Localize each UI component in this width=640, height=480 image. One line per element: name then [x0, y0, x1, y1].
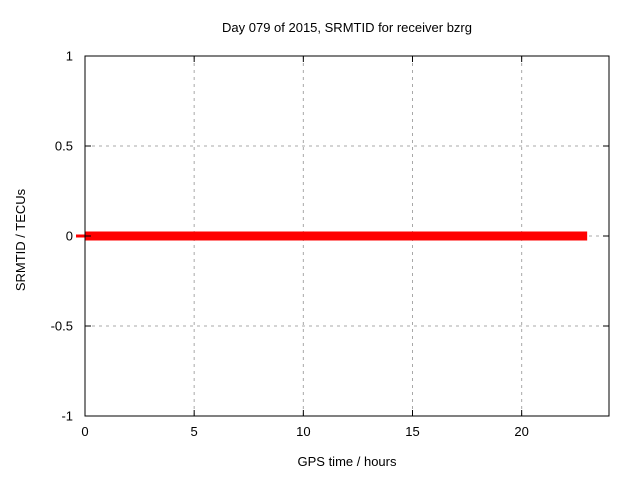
x-axis-label: GPS time / hours	[298, 454, 397, 469]
plot-border	[84, 55, 610, 417]
x-tick-label: 15	[405, 424, 419, 439]
y-axis-label: SRMTID / TECUs	[13, 188, 28, 291]
x-tick-label: 5	[191, 424, 198, 439]
x-tick-label: 0	[81, 424, 88, 439]
y-tick-label: 1	[66, 49, 73, 64]
y-tick-label: -1	[61, 409, 73, 424]
y-tick-label: -0.5	[51, 319, 73, 334]
y-tick-label: 0.5	[55, 139, 73, 154]
x-tick-label: 20	[514, 424, 528, 439]
x-tick-label: 10	[296, 424, 310, 439]
chart-title: Day 079 of 2015, SRMTID for receiver bzr…	[222, 20, 472, 35]
y-tick-label: 0	[66, 229, 73, 244]
plot-area: 0 5 10 15 20 -1 -0.5 0 0.5 1	[51, 49, 610, 439]
